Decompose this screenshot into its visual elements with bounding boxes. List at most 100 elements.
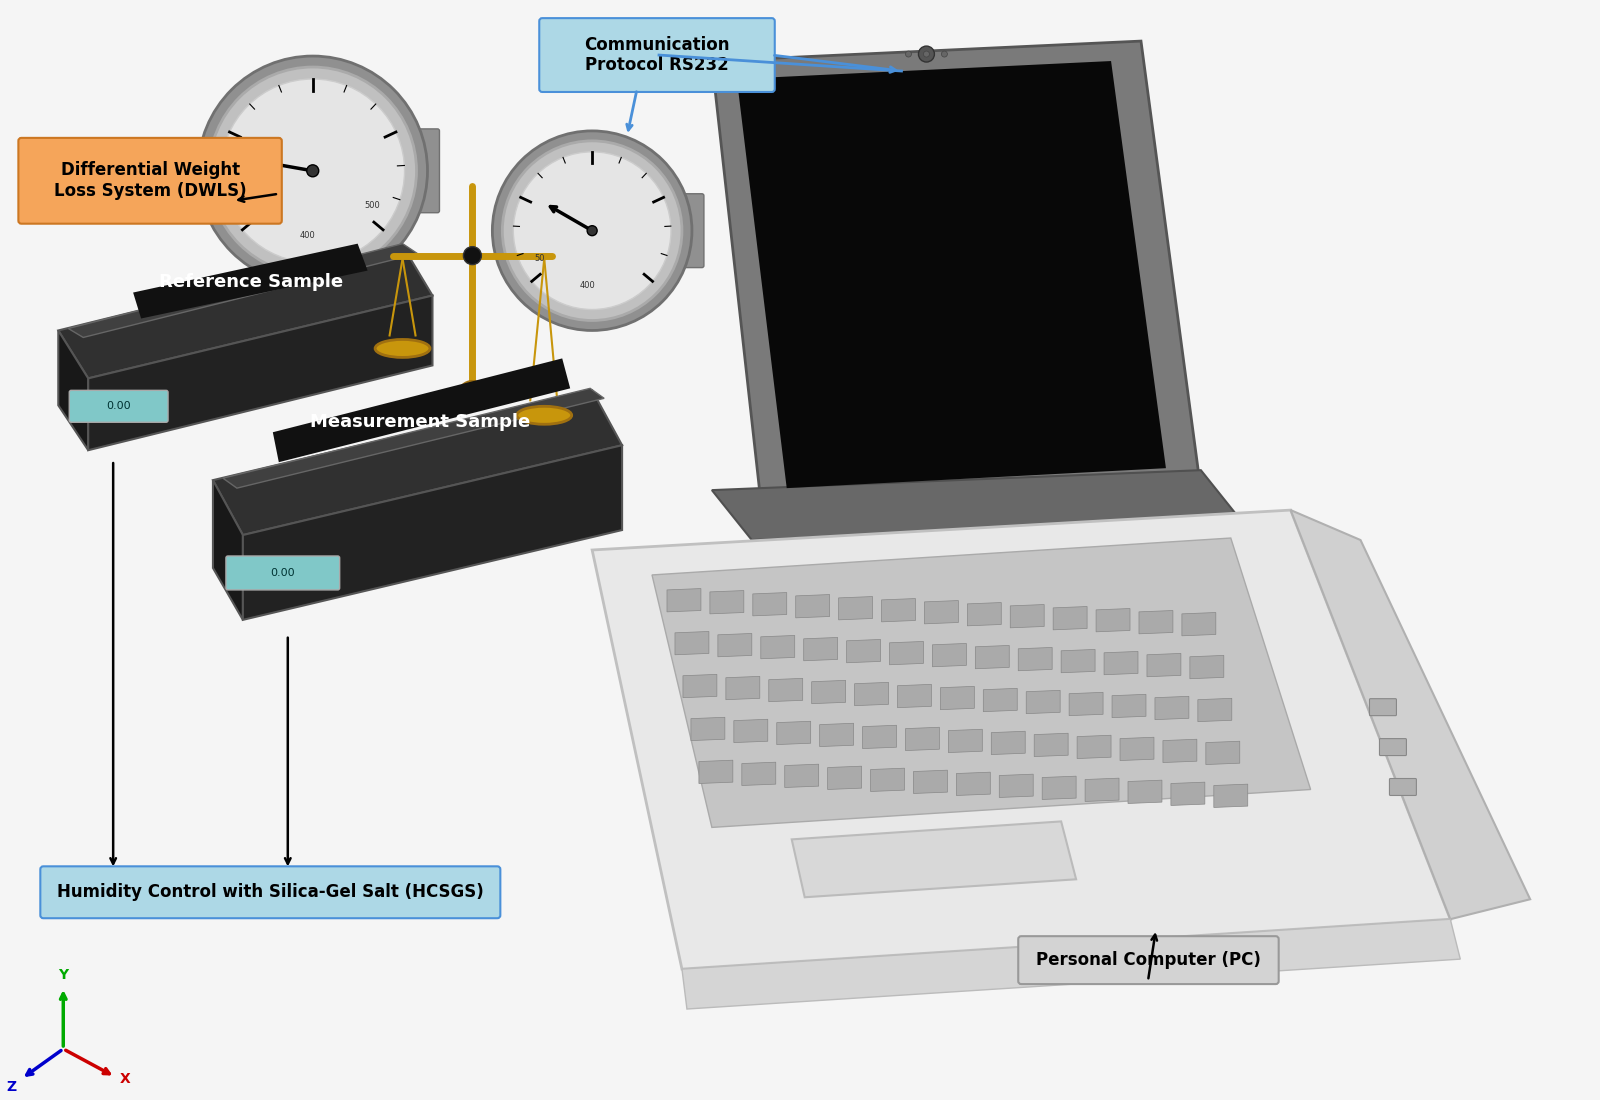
Polygon shape — [784, 764, 819, 788]
Polygon shape — [88, 296, 432, 450]
Polygon shape — [222, 388, 605, 488]
FancyBboxPatch shape — [1018, 936, 1278, 985]
Polygon shape — [274, 359, 570, 462]
Text: Y: Y — [58, 968, 69, 982]
Circle shape — [198, 56, 427, 286]
Polygon shape — [682, 920, 1461, 1009]
Polygon shape — [1096, 608, 1130, 631]
Polygon shape — [710, 591, 744, 614]
Polygon shape — [1128, 780, 1162, 803]
Polygon shape — [1147, 653, 1181, 676]
Polygon shape — [58, 330, 88, 450]
Polygon shape — [1010, 605, 1045, 628]
Text: 300: 300 — [243, 201, 259, 210]
Polygon shape — [957, 772, 990, 795]
Polygon shape — [69, 244, 418, 338]
Polygon shape — [898, 684, 931, 707]
Polygon shape — [1053, 606, 1086, 630]
Circle shape — [918, 46, 934, 62]
Text: 500: 500 — [365, 201, 381, 210]
Ellipse shape — [374, 340, 430, 358]
Polygon shape — [1026, 691, 1061, 714]
Text: 0.00: 0.00 — [106, 402, 131, 411]
Polygon shape — [890, 641, 923, 664]
Polygon shape — [819, 724, 853, 747]
Polygon shape — [984, 689, 1018, 712]
Text: Personal Computer (PC): Personal Computer (PC) — [1037, 952, 1261, 969]
Text: Z: Z — [6, 1080, 16, 1093]
Polygon shape — [854, 682, 888, 706]
Circle shape — [459, 382, 486, 409]
Text: 50: 50 — [534, 254, 544, 263]
Text: X: X — [120, 1071, 131, 1086]
Text: Communication
Protocol RS232: Communication Protocol RS232 — [584, 35, 730, 75]
Circle shape — [587, 226, 597, 235]
Polygon shape — [712, 470, 1240, 540]
FancyBboxPatch shape — [40, 867, 501, 918]
Polygon shape — [133, 244, 368, 319]
Polygon shape — [914, 770, 947, 793]
Text: Differential Weight
Loss System (DWLS): Differential Weight Loss System (DWLS) — [54, 162, 246, 200]
FancyBboxPatch shape — [226, 556, 339, 590]
Circle shape — [210, 67, 416, 275]
Polygon shape — [1061, 649, 1094, 673]
FancyBboxPatch shape — [1389, 779, 1416, 795]
Polygon shape — [1291, 510, 1530, 920]
Polygon shape — [1198, 698, 1232, 722]
Polygon shape — [1163, 739, 1197, 762]
Circle shape — [493, 131, 691, 330]
Polygon shape — [1000, 774, 1034, 798]
Circle shape — [514, 152, 670, 309]
Polygon shape — [941, 686, 974, 710]
Polygon shape — [870, 768, 904, 792]
Polygon shape — [795, 594, 830, 618]
Text: Humidity Control with Silica-Gel Salt (HCSGS): Humidity Control with Silica-Gel Salt (H… — [58, 883, 483, 901]
Polygon shape — [882, 598, 915, 622]
Polygon shape — [968, 603, 1002, 626]
Polygon shape — [1214, 784, 1248, 807]
Polygon shape — [718, 634, 752, 657]
Polygon shape — [742, 762, 776, 785]
FancyBboxPatch shape — [1370, 698, 1397, 716]
Polygon shape — [712, 41, 1202, 510]
FancyBboxPatch shape — [69, 390, 168, 422]
Polygon shape — [1112, 694, 1146, 717]
Polygon shape — [726, 676, 760, 700]
Polygon shape — [1018, 648, 1053, 671]
Polygon shape — [925, 601, 958, 624]
Polygon shape — [768, 679, 803, 702]
FancyBboxPatch shape — [666, 194, 704, 267]
Polygon shape — [58, 245, 432, 378]
Polygon shape — [592, 510, 1450, 969]
Circle shape — [307, 165, 318, 177]
Polygon shape — [1190, 656, 1224, 679]
Polygon shape — [1171, 782, 1205, 805]
Circle shape — [502, 141, 682, 320]
Polygon shape — [754, 593, 787, 616]
Polygon shape — [803, 638, 838, 661]
Circle shape — [464, 246, 482, 265]
Polygon shape — [992, 732, 1026, 755]
FancyBboxPatch shape — [1379, 738, 1406, 756]
Polygon shape — [846, 639, 880, 663]
Polygon shape — [1069, 692, 1102, 716]
Polygon shape — [827, 767, 861, 790]
Polygon shape — [838, 596, 872, 620]
Polygon shape — [1042, 777, 1077, 800]
Polygon shape — [1206, 741, 1240, 764]
FancyBboxPatch shape — [18, 138, 282, 223]
Circle shape — [221, 79, 405, 263]
Polygon shape — [243, 446, 622, 620]
Polygon shape — [776, 722, 811, 745]
Polygon shape — [760, 636, 795, 659]
Polygon shape — [1139, 610, 1173, 634]
Polygon shape — [683, 674, 717, 697]
Text: 400: 400 — [579, 282, 595, 290]
Polygon shape — [949, 729, 982, 752]
Polygon shape — [213, 480, 243, 620]
Polygon shape — [653, 538, 1310, 827]
Polygon shape — [933, 644, 966, 667]
Polygon shape — [734, 719, 768, 742]
Polygon shape — [1182, 613, 1216, 636]
Text: Measurement Sample: Measurement Sample — [310, 414, 531, 431]
